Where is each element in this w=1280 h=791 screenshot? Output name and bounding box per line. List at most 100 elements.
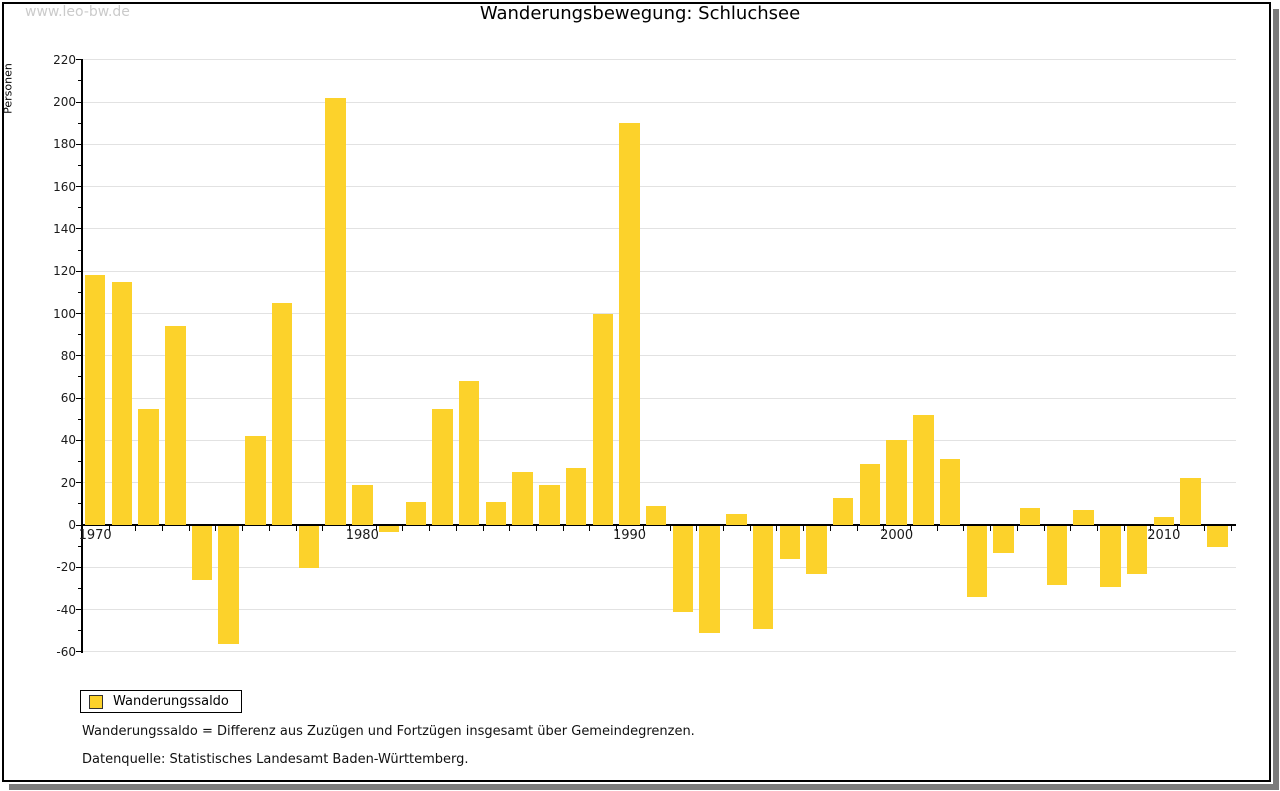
bar-1986 <box>512 472 533 525</box>
x-tick-40 <box>1150 525 1152 531</box>
y-tick-label--60: -60 <box>56 644 76 659</box>
bar-1997 <box>806 525 827 575</box>
frame-shadow-bottom <box>9 784 1279 790</box>
bar-1990 <box>619 123 640 525</box>
y-tick-70 <box>78 376 82 378</box>
x-tick-6 <box>242 525 244 531</box>
bar-2007 <box>1073 510 1094 525</box>
gridline-200 <box>82 101 1236 103</box>
y-tick--10 <box>78 545 82 547</box>
x-tick-31 <box>910 525 912 531</box>
gridline-180 <box>82 143 1236 145</box>
x-tick-20 <box>616 525 618 531</box>
y-tick-0 <box>76 524 82 526</box>
bar-1984 <box>458 381 480 525</box>
x-tick-17 <box>535 525 537 531</box>
x-tick-0 <box>81 525 83 531</box>
bar-1979 <box>325 97 346 525</box>
x-tick-12 <box>402 525 404 531</box>
page-title: Wanderungsbewegung: Schluchsee <box>479 3 801 24</box>
y-tick-110 <box>78 291 82 293</box>
x-tick-2 <box>135 525 137 531</box>
bar-1978 <box>298 525 320 568</box>
x-tick-label-2000: 2000 <box>880 528 914 543</box>
x-tick-8 <box>295 525 297 531</box>
y-tick-label-0: 0 <box>68 518 76 532</box>
y-tick-label-140: 140 <box>53 221 76 236</box>
footnote-source: Datenquelle: Statistisches Landesamt Bad… <box>82 752 469 767</box>
y-tick-label-20: 20 <box>60 475 76 490</box>
bar-1988 <box>565 467 587 525</box>
y-tick-140 <box>76 228 82 230</box>
gridline--20 <box>82 566 1236 568</box>
bar-1998 <box>832 497 854 525</box>
x-tick-24 <box>722 525 724 531</box>
bar-1992 <box>672 525 694 613</box>
y-tick-label-200: 200 <box>53 95 76 109</box>
bar-2002 <box>939 459 961 525</box>
x-tick-label-1970: 1970 <box>78 528 112 543</box>
y-tick-160 <box>76 186 82 188</box>
bar-1994 <box>726 514 747 525</box>
y-tick-60 <box>76 397 82 399</box>
x-tick-33 <box>963 525 965 531</box>
bar-1995 <box>752 525 774 630</box>
bar-2011 <box>1180 478 1201 525</box>
gridline--40 <box>82 609 1236 611</box>
y-tick-label-160: 160 <box>53 179 76 194</box>
x-tick-11 <box>375 525 377 531</box>
x-tick-34 <box>990 525 992 531</box>
bar-1974 <box>191 525 213 581</box>
bar-2008 <box>1100 525 1121 587</box>
x-tick-label-1990: 1990 <box>612 528 647 543</box>
y-axis-line <box>81 58 83 653</box>
y-tick-210 <box>78 80 82 82</box>
bar-2003 <box>966 525 988 598</box>
y-tick-180 <box>76 143 82 145</box>
y-tick--30 <box>78 587 82 589</box>
y-tick-label-80: 80 <box>60 348 76 363</box>
y-tick-90 <box>78 334 82 336</box>
y-tick-label-40: 40 <box>60 433 76 448</box>
y-tick-label-180: 180 <box>53 137 76 152</box>
x-tick-label-2010: 2010 <box>1147 528 1181 543</box>
bar-1971 <box>111 281 133 525</box>
x-tick-29 <box>856 525 858 531</box>
x-tick-3 <box>161 525 163 531</box>
x-tick-15 <box>482 525 484 531</box>
x-tick-10 <box>348 525 350 531</box>
x-tick-28 <box>829 525 831 531</box>
x-tick-25 <box>749 525 751 531</box>
gridline-140 <box>82 228 1236 230</box>
bar-1991 <box>645 505 667 525</box>
x-tick-42 <box>1203 525 1205 531</box>
bar-1973 <box>165 326 186 525</box>
bar-1987 <box>539 484 560 525</box>
bar-1976 <box>245 436 266 525</box>
y-tick-150 <box>78 207 82 209</box>
x-tick-23 <box>696 525 698 531</box>
x-tick-32 <box>936 525 938 531</box>
gridline-220 <box>82 59 1236 61</box>
y-tick-220 <box>76 59 82 61</box>
bar-1996 <box>779 525 801 560</box>
y-tick-label--40: -40 <box>56 602 76 617</box>
x-tick-16 <box>509 525 511 531</box>
y-tick--40 <box>76 609 82 611</box>
y-tick-170 <box>78 164 82 166</box>
x-tick-7 <box>268 525 270 531</box>
frame-shadow-right <box>1273 9 1279 789</box>
gridline-120 <box>82 270 1236 272</box>
bar-1970 <box>84 275 106 525</box>
bar-1982 <box>405 501 426 525</box>
x-tick-label-1980: 1980 <box>345 528 379 543</box>
bar-2010 <box>1153 516 1175 525</box>
x-tick-1 <box>108 525 110 531</box>
y-tick-label-100: 100 <box>53 306 76 321</box>
bar-2001 <box>913 415 934 525</box>
x-tick-18 <box>562 525 564 531</box>
bar-2009 <box>1126 525 1148 575</box>
x-tick-35 <box>1016 525 1018 531</box>
gridline--60 <box>82 651 1236 653</box>
